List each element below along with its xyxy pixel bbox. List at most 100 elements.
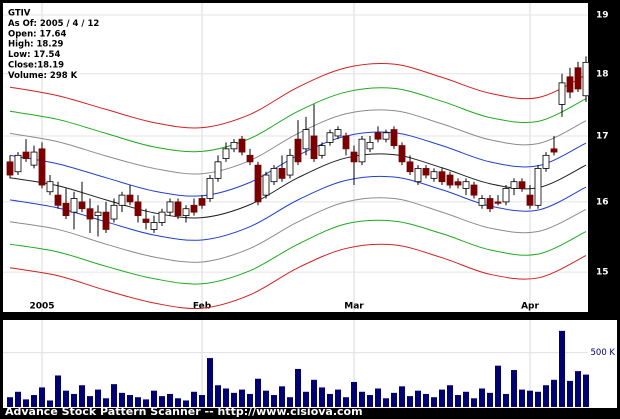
volume-bar xyxy=(135,397,141,407)
x-tick-label: Feb xyxy=(193,302,212,312)
volume-bar xyxy=(47,400,53,407)
candle-body xyxy=(94,211,102,216)
volume-bar xyxy=(223,388,229,407)
candle-body xyxy=(174,201,182,216)
volume-bar xyxy=(23,399,29,407)
volume-bar xyxy=(15,391,21,407)
volume-bar xyxy=(39,387,45,407)
volume-bar xyxy=(487,392,493,407)
volume-bar xyxy=(207,358,213,407)
volume-bar xyxy=(543,385,549,407)
candle-body xyxy=(526,194,534,206)
volume-bar xyxy=(119,392,125,407)
y-tick-label: 15 xyxy=(596,268,609,278)
volume-bar xyxy=(303,391,309,407)
volume-bar xyxy=(327,393,333,407)
volume-bar xyxy=(79,385,85,407)
candle-body xyxy=(318,145,326,156)
volume-bar xyxy=(287,397,293,407)
volume-bar xyxy=(471,398,477,407)
candle-body xyxy=(126,194,134,203)
volume-bar xyxy=(503,393,509,407)
candle-body xyxy=(494,201,502,204)
candle-body xyxy=(446,174,454,186)
candle-body xyxy=(406,161,414,173)
volume-bar xyxy=(559,330,565,407)
candle-body xyxy=(222,148,230,159)
x-tick-label: Apr xyxy=(521,302,539,312)
volume-bar xyxy=(159,396,165,407)
volume-bar xyxy=(279,386,285,407)
candle-body xyxy=(550,148,558,153)
volume-bar xyxy=(567,380,573,407)
candle-body xyxy=(62,202,70,216)
candle-body xyxy=(574,67,582,90)
band-line xyxy=(9,243,587,310)
candle-body xyxy=(478,198,486,206)
candle-body xyxy=(382,132,390,140)
candle-body xyxy=(6,161,14,176)
volume-bar xyxy=(311,379,317,407)
volume-bar xyxy=(319,387,325,407)
info-text: As Of: 2005 / 4 / 12 xyxy=(8,19,99,29)
volume-bar xyxy=(143,399,149,407)
candle-body xyxy=(238,138,246,153)
candle-body xyxy=(358,138,366,163)
volume-bar xyxy=(167,393,173,407)
volume-bar xyxy=(31,395,37,407)
volume-bar xyxy=(519,389,525,407)
candle-body xyxy=(430,171,438,179)
candle-body xyxy=(102,211,110,230)
candle-body xyxy=(158,211,166,223)
candle-body xyxy=(542,154,550,169)
volume-bar xyxy=(55,375,61,407)
volume-bar xyxy=(199,395,205,407)
candle-body xyxy=(366,141,374,150)
candle-body xyxy=(470,184,478,196)
candle-body xyxy=(230,141,238,150)
candle-body xyxy=(54,194,62,206)
candle-body xyxy=(326,132,334,143)
volume-bar xyxy=(247,393,253,407)
info-text: GTIV xyxy=(8,9,31,19)
candle-body xyxy=(438,171,446,183)
x-tick-label: Mar xyxy=(344,302,364,312)
volume-bar xyxy=(399,386,405,407)
candle-body xyxy=(558,82,566,105)
band-line xyxy=(9,87,587,153)
candle-body xyxy=(342,135,350,150)
volume-bar xyxy=(183,400,189,407)
candle-body xyxy=(30,151,38,166)
volume-bar xyxy=(415,390,421,407)
y-tick-label: 18 xyxy=(596,69,609,79)
candle-body xyxy=(254,164,262,203)
candle-body xyxy=(422,168,430,176)
candle-body xyxy=(454,181,462,186)
volume-bar xyxy=(535,391,541,407)
candle-body xyxy=(310,135,318,159)
band-line xyxy=(9,62,587,129)
candle-body xyxy=(334,129,342,137)
candle-body xyxy=(22,151,30,159)
info-text: High: 18.29 xyxy=(8,40,63,50)
candle-body xyxy=(398,145,406,163)
candle-body xyxy=(166,201,174,213)
candle-body xyxy=(302,129,310,150)
volume-bar xyxy=(95,389,101,407)
volume-bar xyxy=(351,381,357,407)
volume-bar xyxy=(495,365,501,407)
volume-bar xyxy=(263,390,269,407)
volume-bar xyxy=(295,368,301,407)
volume-bar xyxy=(479,388,485,407)
volume-bar xyxy=(87,396,93,407)
candle-body xyxy=(182,208,190,216)
volume-bar xyxy=(359,391,365,407)
candle-body xyxy=(86,208,94,220)
candle-body xyxy=(150,222,158,230)
candle-body xyxy=(46,181,54,193)
volume-bar xyxy=(383,398,389,407)
y-tick-label: 17 xyxy=(596,131,609,141)
volume-bar xyxy=(367,395,373,407)
volume-bar xyxy=(575,371,581,407)
volume-bar xyxy=(127,395,133,407)
